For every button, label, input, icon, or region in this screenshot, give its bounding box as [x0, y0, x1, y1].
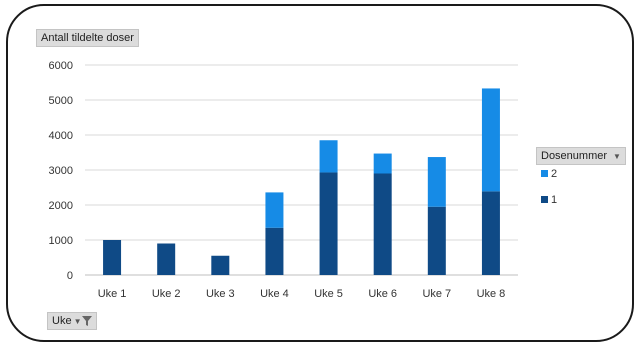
y-tick-label: 6000 — [49, 60, 73, 72]
bar-segment-dose-1[interactable] — [157, 243, 176, 276]
x-tick-label: Uke 2 — [152, 288, 181, 300]
legend-swatch — [541, 196, 548, 203]
y-tick-label: 5000 — [49, 95, 73, 107]
bar-segment-dose-1[interactable] — [427, 206, 446, 275]
x-tick-label: Uke 4 — [260, 288, 289, 300]
legend-entry: 1 — [551, 194, 557, 206]
legend: 21 — [541, 168, 557, 206]
x-tick-label: Uke 8 — [477, 288, 506, 300]
legend-field-button[interactable]: Dosenummer ▼ — [536, 147, 626, 165]
bar-segment-dose-2[interactable] — [319, 140, 338, 173]
y-tick-label: 3000 — [49, 165, 73, 177]
bar-segment-dose-2[interactable] — [265, 192, 284, 228]
value-field-button[interactable]: Antall tildelte doser — [36, 29, 139, 47]
axis-field-button[interactable]: Uke ▼ — [47, 312, 98, 330]
bar-segment-dose-2[interactable] — [427, 157, 446, 207]
bar-segment-dose-2[interactable] — [373, 153, 392, 174]
x-axis-title: Uke — [52, 315, 72, 327]
y-tick-label: 0 — [67, 270, 73, 282]
x-tick-label: Uke 7 — [422, 288, 451, 300]
filter-icon — [82, 316, 93, 327]
bar-segment-dose-1[interactable] — [481, 191, 500, 275]
x-tick-label: Uke 3 — [206, 288, 235, 300]
x-tick-label: Uke 5 — [314, 288, 343, 300]
x-tick-label: Uke 6 — [368, 288, 397, 300]
y-tick-label: 4000 — [49, 130, 73, 142]
legend-title: Dosenummer — [541, 150, 608, 162]
y-axis-title: Antall tildelte doser — [41, 32, 134, 44]
bar-segment-dose-1[interactable] — [373, 173, 392, 276]
dropdown-arrow-icon: ▼ — [73, 317, 82, 326]
legend-entry: 2 — [551, 168, 557, 180]
bar-segment-dose-1[interactable] — [211, 255, 230, 275]
x-axis-ticks: Uke 1 Uke 2 Uke 3 Uke 4 Uke 5 Uke 6 Uke 7 Uke 8 — [98, 288, 506, 300]
bars — [103, 88, 500, 275]
legend-swatch — [541, 170, 548, 177]
bar-segment-dose-1[interactable] — [265, 227, 284, 275]
y-tick-label: 2000 — [49, 200, 73, 212]
y-tick-label: 1000 — [49, 235, 73, 247]
bar-segment-dose-2[interactable] — [481, 88, 500, 192]
dropdown-arrow-icon: ▼ — [613, 152, 621, 161]
y-axis-ticks: 0 1000 2000 3000 4000 5000 6000 — [49, 60, 73, 282]
bar-segment-dose-1[interactable] — [103, 240, 122, 275]
x-tick-label: Uke 1 — [98, 288, 127, 300]
gridlines — [85, 64, 518, 276]
bar-segment-dose-1[interactable] — [319, 172, 338, 275]
